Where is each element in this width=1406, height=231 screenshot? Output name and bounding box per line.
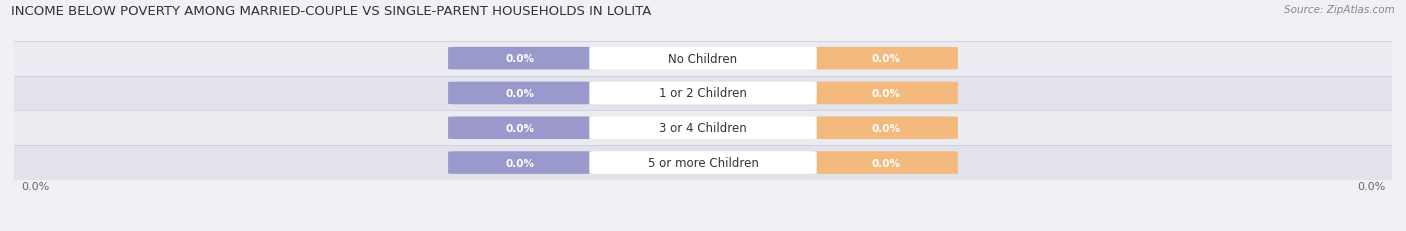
FancyBboxPatch shape xyxy=(449,117,593,140)
Text: 0.0%: 0.0% xyxy=(872,158,900,168)
Text: 0.0%: 0.0% xyxy=(506,158,534,168)
FancyBboxPatch shape xyxy=(589,82,817,105)
Bar xyxy=(0,76,1406,111)
FancyBboxPatch shape xyxy=(449,152,593,174)
Bar xyxy=(0,42,1406,76)
FancyBboxPatch shape xyxy=(813,152,957,174)
Text: 0.0%: 0.0% xyxy=(872,54,900,64)
Text: 0.0%: 0.0% xyxy=(1357,181,1385,191)
Bar xyxy=(0,111,1406,146)
FancyBboxPatch shape xyxy=(813,117,957,140)
Text: No Children: No Children xyxy=(668,52,738,65)
Legend: Married Couples, Single Parents: Married Couples, Single Parents xyxy=(586,228,820,231)
FancyBboxPatch shape xyxy=(813,82,957,105)
FancyBboxPatch shape xyxy=(449,48,593,70)
Text: 0.0%: 0.0% xyxy=(872,88,900,99)
Text: Source: ZipAtlas.com: Source: ZipAtlas.com xyxy=(1284,5,1395,15)
Text: 5 or more Children: 5 or more Children xyxy=(648,156,758,169)
Bar xyxy=(0,146,1406,180)
Text: 0.0%: 0.0% xyxy=(21,181,49,191)
FancyBboxPatch shape xyxy=(589,152,817,174)
Text: 0.0%: 0.0% xyxy=(506,88,534,99)
Text: INCOME BELOW POVERTY AMONG MARRIED-COUPLE VS SINGLE-PARENT HOUSEHOLDS IN LOLITA: INCOME BELOW POVERTY AMONG MARRIED-COUPL… xyxy=(11,5,651,18)
FancyBboxPatch shape xyxy=(589,48,817,70)
FancyBboxPatch shape xyxy=(813,48,957,70)
Text: 3 or 4 Children: 3 or 4 Children xyxy=(659,122,747,135)
Text: 0.0%: 0.0% xyxy=(506,54,534,64)
Text: 0.0%: 0.0% xyxy=(506,123,534,133)
FancyBboxPatch shape xyxy=(589,117,817,140)
Text: 0.0%: 0.0% xyxy=(872,123,900,133)
FancyBboxPatch shape xyxy=(449,82,593,105)
Text: 1 or 2 Children: 1 or 2 Children xyxy=(659,87,747,100)
